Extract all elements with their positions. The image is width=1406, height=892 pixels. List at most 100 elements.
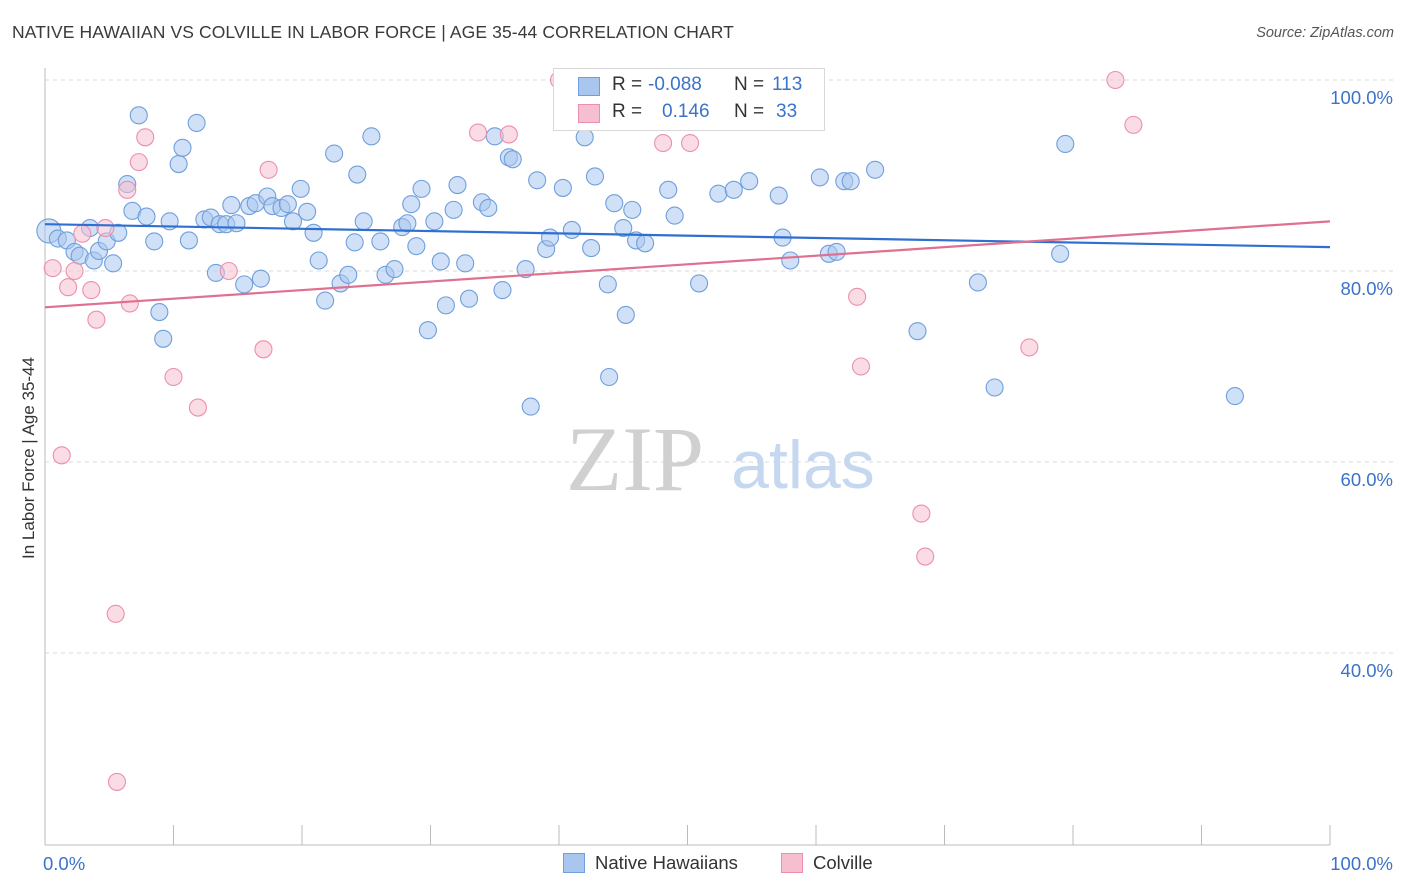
legend-n-label: N =: [734, 101, 765, 122]
data-point: [575, 128, 594, 147]
chart-title: NATIVE HAWAIIAN VS COLVILLE IN LABOR FOR…: [12, 22, 734, 42]
data-point: [316, 291, 335, 310]
data-point: [107, 772, 127, 791]
data-point: [985, 378, 1004, 397]
data-point: [425, 212, 444, 231]
data-point: [52, 446, 71, 465]
legend-n-value: 113: [772, 74, 803, 95]
data-point: [600, 367, 619, 387]
data-point: [150, 303, 169, 322]
data-point: [528, 171, 547, 190]
data-point: [968, 273, 987, 292]
source-label: Source: ZipAtlas.com: [1256, 25, 1394, 41]
data-point: [104, 254, 123, 273]
data-point: [235, 275, 254, 294]
data-point: [43, 259, 62, 278]
data-point: [371, 232, 390, 251]
y-tick-label: 100.0%: [1330, 87, 1393, 108]
data-point: [291, 179, 310, 198]
data-point: [444, 200, 463, 219]
data-point: [65, 261, 84, 281]
data-point: [73, 224, 92, 243]
legend-n-value: 33: [776, 101, 798, 122]
data-point: [137, 207, 156, 226]
data-point: [709, 184, 728, 203]
data-point: [96, 218, 115, 238]
y-tick-label: 80.0%: [1341, 278, 1393, 299]
data-point: [916, 547, 935, 566]
data-point: [106, 604, 125, 623]
bottom-legend-label: Native Hawaiians: [595, 852, 738, 873]
data-point: [219, 261, 238, 281]
data-point: [493, 281, 512, 300]
data-point: [827, 242, 846, 261]
data-point: [407, 237, 426, 256]
data-point: [187, 113, 206, 133]
data-point: [173, 138, 192, 157]
data-point: [283, 212, 303, 231]
data-point: [154, 329, 173, 348]
y-axis-label: In Labor Force | Age 35-44: [19, 357, 38, 559]
data-point: [1051, 244, 1070, 263]
data-point: [516, 260, 535, 279]
data-point: [309, 251, 328, 270]
data-point: [87, 310, 106, 329]
data-point: [582, 239, 601, 258]
legend-swatch-pink: [578, 104, 600, 123]
data-point: [851, 357, 871, 376]
data-point: [118, 180, 137, 199]
series-native-hawaiians: [36, 91, 1244, 416]
data-point: [636, 234, 655, 253]
data-point: [120, 294, 139, 313]
tick-labels: 40.0% 60.0% 80.0% 100.0% 0.0% 100.0%: [43, 87, 1393, 874]
data-point: [398, 214, 417, 233]
data-point: [503, 150, 522, 169]
data-point: [129, 106, 148, 125]
series-colville: [43, 70, 1143, 791]
data-point: [412, 179, 431, 198]
data-point: [499, 125, 518, 144]
data-point: [298, 202, 317, 221]
data-point: [227, 214, 246, 233]
axes: [44, 68, 1331, 846]
data-point: [540, 228, 560, 247]
data-point: [659, 180, 678, 199]
trend-line: [44, 223, 1331, 249]
data-point: [1056, 134, 1075, 154]
data-point: [690, 274, 709, 293]
data-point: [456, 254, 475, 273]
legend-r-value: -0.088: [648, 74, 702, 95]
watermark: ZIP atlas: [566, 408, 875, 510]
data-point: [254, 340, 273, 359]
data-point: [459, 289, 479, 308]
data-point: [354, 212, 373, 231]
trend-lines: [44, 220, 1331, 309]
data-point: [251, 269, 270, 288]
data-point: [222, 196, 241, 215]
bottom-legend-swatch-blue: [563, 853, 585, 873]
data-point: [866, 160, 885, 179]
bottom-legend-swatch-pink: [781, 853, 803, 873]
data-point: [585, 167, 605, 186]
data-point: [598, 275, 617, 294]
data-point: [325, 144, 344, 163]
data-point: [418, 321, 437, 340]
data-point: [740, 172, 759, 191]
data-point: [436, 296, 455, 315]
data-point: [724, 180, 743, 199]
data-point: [810, 168, 829, 187]
data-point: [769, 186, 788, 205]
gridlines: [45, 79, 1393, 654]
data-point: [1124, 115, 1143, 134]
data-point: [402, 195, 421, 214]
data-point: [431, 252, 450, 271]
data-point: [385, 260, 404, 279]
bottom-legend-label: Colville: [813, 852, 873, 873]
data-point: [304, 223, 323, 242]
x-tick-label: 0.0%: [43, 853, 85, 874]
data-point: [362, 127, 381, 146]
data-point: [145, 232, 164, 251]
data-point: [348, 165, 367, 184]
data-point: [259, 160, 278, 179]
data-point: [179, 231, 198, 250]
